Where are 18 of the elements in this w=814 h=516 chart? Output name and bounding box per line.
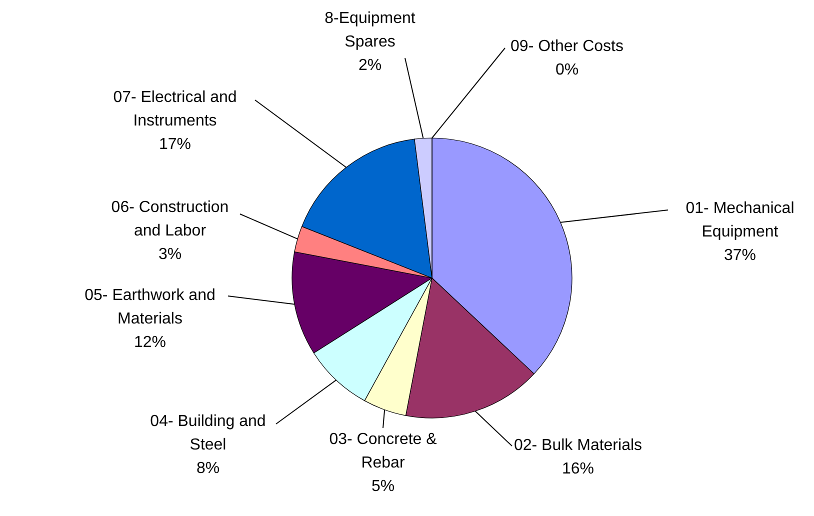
data-label: 3% (158, 246, 182, 263)
category-label: 09- Other Costs (510, 38, 624, 55)
data-label: 16% (562, 460, 594, 478)
data-label: 12% (134, 334, 166, 351)
slice-label: 07- Electrical and Instruments (113, 89, 237, 130)
data-label: 2% (358, 57, 382, 74)
data-label: 37% (724, 247, 756, 264)
slice-label: 01- Mechanical Equipment (686, 200, 794, 240)
slice-label: 04- Building and Steel (150, 413, 266, 454)
slice-label: 06- Construction and Labor (111, 199, 229, 240)
text: 0% (555, 62, 579, 78)
slice-label: 03- Concrete & Rebar (329, 431, 438, 472)
slice-label: 02- Bulk Materials (514, 437, 642, 454)
data-label: 5% (371, 478, 395, 495)
data-label: 8% (196, 460, 220, 477)
slice-label: 05- Earthwork and Materials (84, 287, 216, 328)
slice-label: 8-Equipment Spares (324, 10, 416, 50)
data-label: 17% (158, 136, 192, 153)
